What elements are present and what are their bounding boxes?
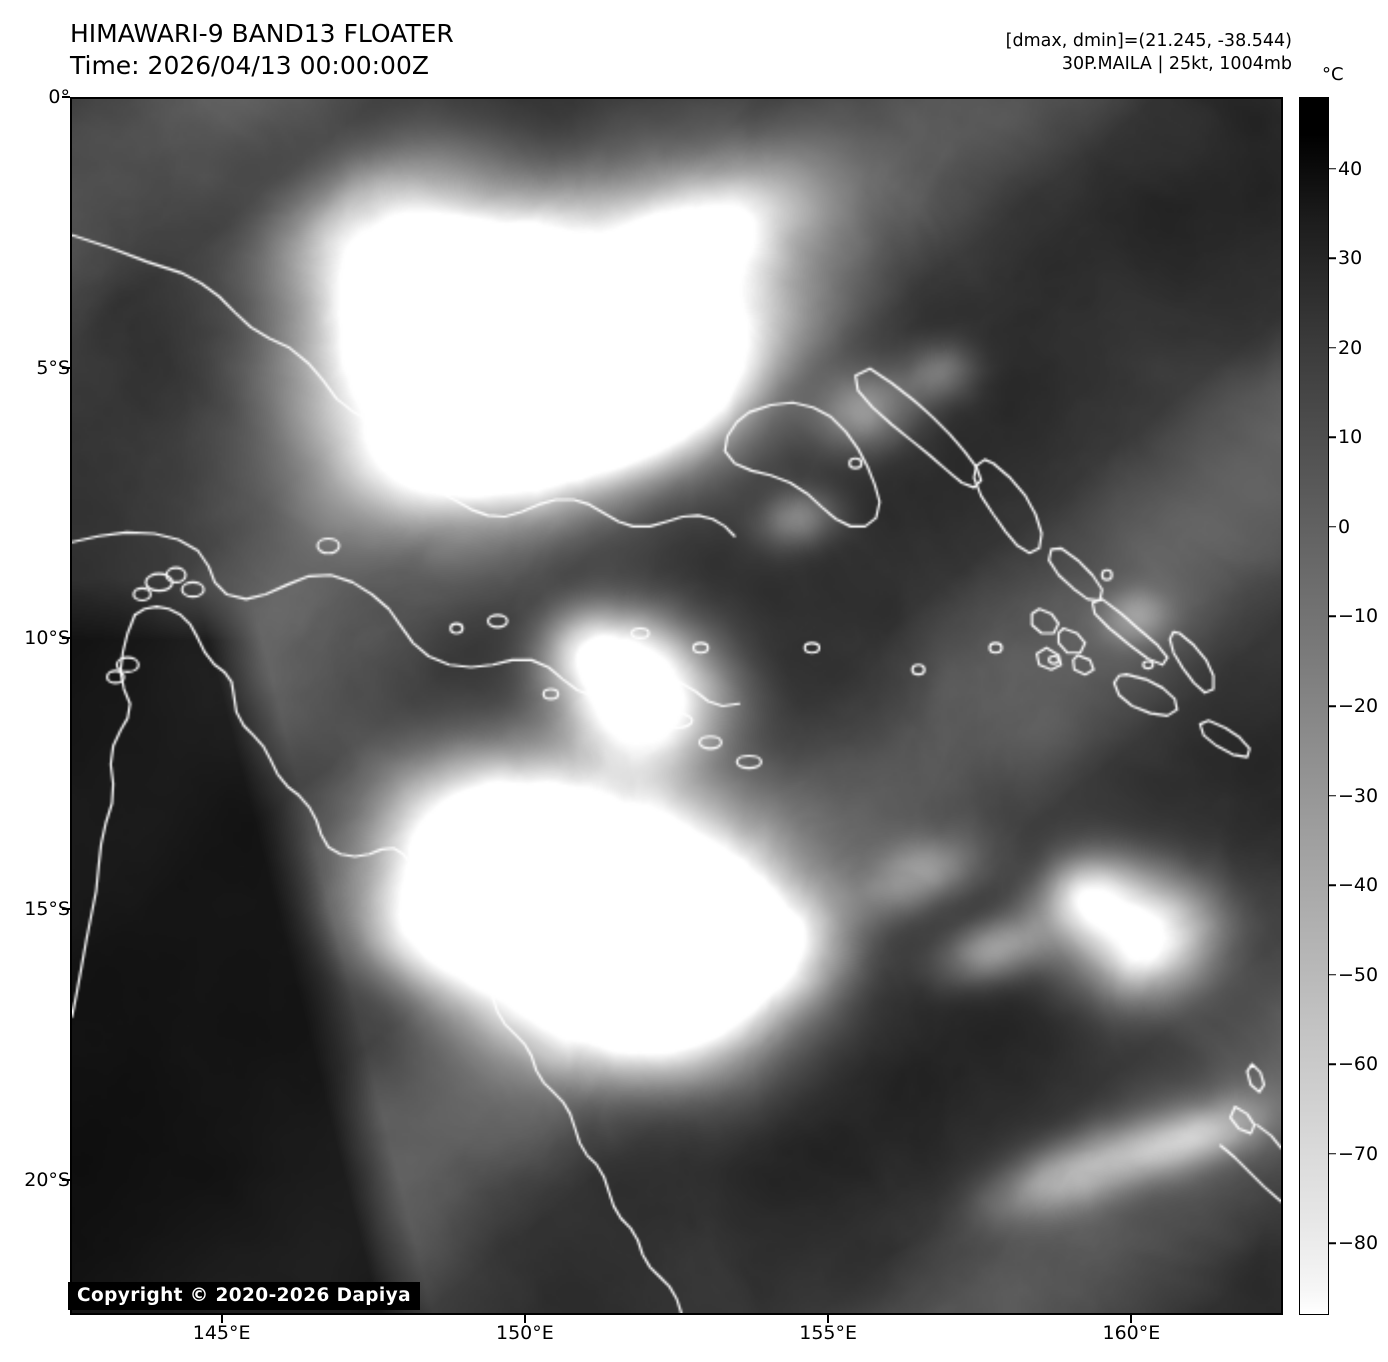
infrared-satellite-imagery	[72, 99, 1281, 1313]
colorbar-tick-mark-4	[1329, 526, 1336, 528]
longitude-tick-label-1: 150°E	[495, 1322, 554, 1344]
colorbar-tick-mark-2	[1329, 347, 1336, 349]
latitude-tick-mark-4	[62, 1178, 70, 1181]
colorbar-tick-label-9: −50	[1338, 963, 1379, 986]
colorbar-tick-mark-6	[1329, 705, 1336, 707]
timestamp-label: Time: 2026/04/13 00:00:00Z	[70, 51, 429, 80]
colorbar-tick-label-2: 20	[1338, 336, 1363, 359]
colorbar-tick-mark-8	[1329, 884, 1336, 886]
longitude-tick-label-0: 145°E	[192, 1322, 251, 1344]
temperature-colorbar[interactable]	[1299, 97, 1329, 1315]
longitude-tick-mark-3	[1130, 1315, 1133, 1323]
longitude-tick-label-3: 160°E	[1102, 1322, 1161, 1344]
satellite-image-plot[interactable]	[70, 97, 1283, 1315]
dmax-dmin-label: [dmax, dmin]=(21.245, -38.544)	[1005, 31, 1292, 51]
colorbar-tick-label-10: −60	[1338, 1053, 1379, 1076]
colorbar-tick-mark-5	[1329, 615, 1336, 618]
longitude-tick-mark-2	[827, 1315, 830, 1323]
colorbar-tick-mark-3	[1329, 436, 1336, 439]
colorbar-tick-label-5: −10	[1338, 605, 1379, 628]
colorbar-unit-label: °C	[1322, 64, 1344, 85]
latitude-tick-label-0: 0°	[48, 86, 70, 108]
longitude-tick-mark-0	[220, 1315, 223, 1323]
header-title-block: HIMAWARI-9 BAND13 FLOATER Time: 2026/04/…	[70, 18, 454, 82]
colorbar-tick-label-3: 10	[1338, 426, 1363, 449]
latitude-tick-label-1: 5°S	[36, 356, 70, 379]
latitude-tick-mark-1	[62, 366, 70, 369]
latitude-tick-mark-3	[62, 908, 70, 910]
colorbar-tick-label-6: −20	[1338, 695, 1379, 717]
colorbar-tick-label-0: 40	[1338, 157, 1363, 180]
colorbar-tick-mark-1	[1329, 257, 1336, 259]
colorbar-tick-mark-9	[1329, 973, 1336, 976]
longitude-tick-mark-1	[523, 1315, 526, 1323]
latitude-tick-label-3: 15°S	[24, 898, 70, 920]
colorbar-tick-label-8: −40	[1338, 874, 1379, 897]
latitude-tick-mark-2	[62, 637, 70, 640]
header-meta-block: [dmax, dmin]=(21.245, -38.544) 30P.MAILA…	[1006, 30, 1292, 76]
colorbar-tick-mark-11	[1329, 1153, 1336, 1155]
colorbar-tick-mark-0	[1329, 167, 1336, 170]
latitude-tick-label-2: 10°S	[24, 627, 70, 650]
storm-info-label: 30P.MAILA | 25kt, 1004mb	[1061, 53, 1292, 74]
colorbar-tick-label-4: 0	[1338, 515, 1351, 538]
page-title: HIMAWARI-9 BAND13 FLOATER	[70, 19, 454, 48]
colorbar-tick-mark-10	[1329, 1063, 1336, 1065]
colorbar-tick-label-12: −80	[1338, 1232, 1379, 1255]
latitude-tick-label-4: 20°S	[24, 1168, 70, 1191]
latitude-tick-mark-0	[62, 96, 70, 98]
colorbar-tick-label-11: −70	[1338, 1142, 1379, 1165]
longitude-tick-label-2: 155°E	[799, 1322, 858, 1344]
colorbar-tick-mark-7	[1329, 794, 1336, 797]
colorbar-tick-mark-12	[1329, 1242, 1336, 1245]
colorbar-tick-label-7: −30	[1338, 784, 1379, 807]
copyright-watermark: Copyright © 2020-2026 Dapiya	[68, 1282, 420, 1310]
colorbar-tick-label-1: 30	[1338, 247, 1363, 270]
